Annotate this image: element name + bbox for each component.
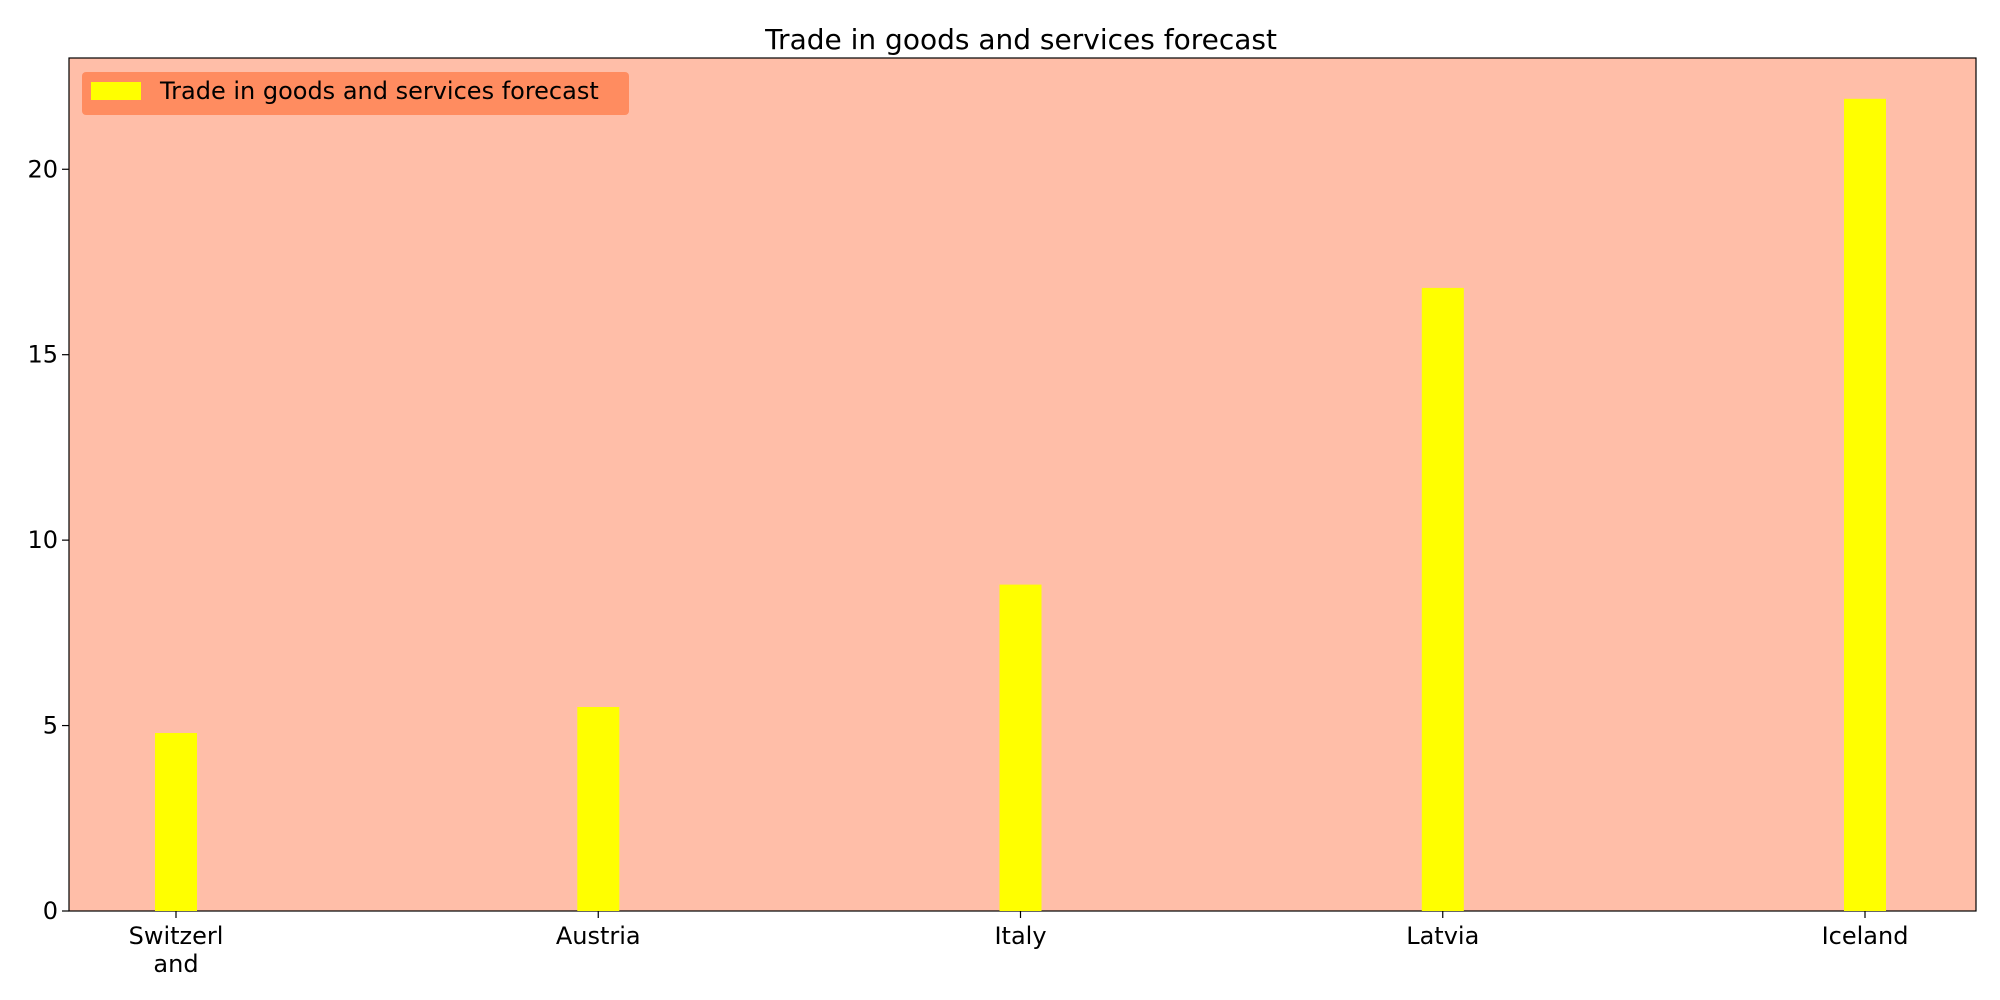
- legend-swatch: [91, 82, 141, 100]
- x-tick-label-austria: Austria: [556, 922, 641, 950]
- x-tick-label-italy: Italy: [994, 922, 1046, 950]
- y-tick-label-15: 15: [27, 341, 58, 369]
- x-tick-label-latvia: Latvia: [1406, 922, 1479, 950]
- y-tick-label-10: 10: [27, 526, 58, 554]
- x-tick-label-iceland: Iceland: [1822, 922, 1909, 950]
- x-axis: Switzerl and Austria Italy Latvia Iceland: [129, 911, 1909, 978]
- legend-label: Trade in goods and services forecast: [159, 77, 599, 105]
- y-axis: 0 5 10 15 20: [27, 155, 69, 925]
- bar-latvia: [1421, 287, 1464, 911]
- bar-switzerland: [155, 733, 197, 911]
- y-tick-label-20: 20: [27, 155, 58, 183]
- legend-box: [82, 72, 629, 115]
- legend: Trade in goods and services forecast: [82, 72, 629, 115]
- bar-iceland: [1844, 98, 1886, 912]
- y-tick-label-0: 0: [43, 897, 58, 925]
- bar-italy: [999, 584, 1042, 911]
- y-tick-label-5: 5: [43, 712, 58, 740]
- bars-group: [155, 98, 1886, 912]
- x-tick-label-switzerland: Switzerl and: [129, 922, 224, 978]
- chart-title: Trade in goods and services forecast: [764, 23, 1277, 56]
- bar-austria: [577, 707, 620, 911]
